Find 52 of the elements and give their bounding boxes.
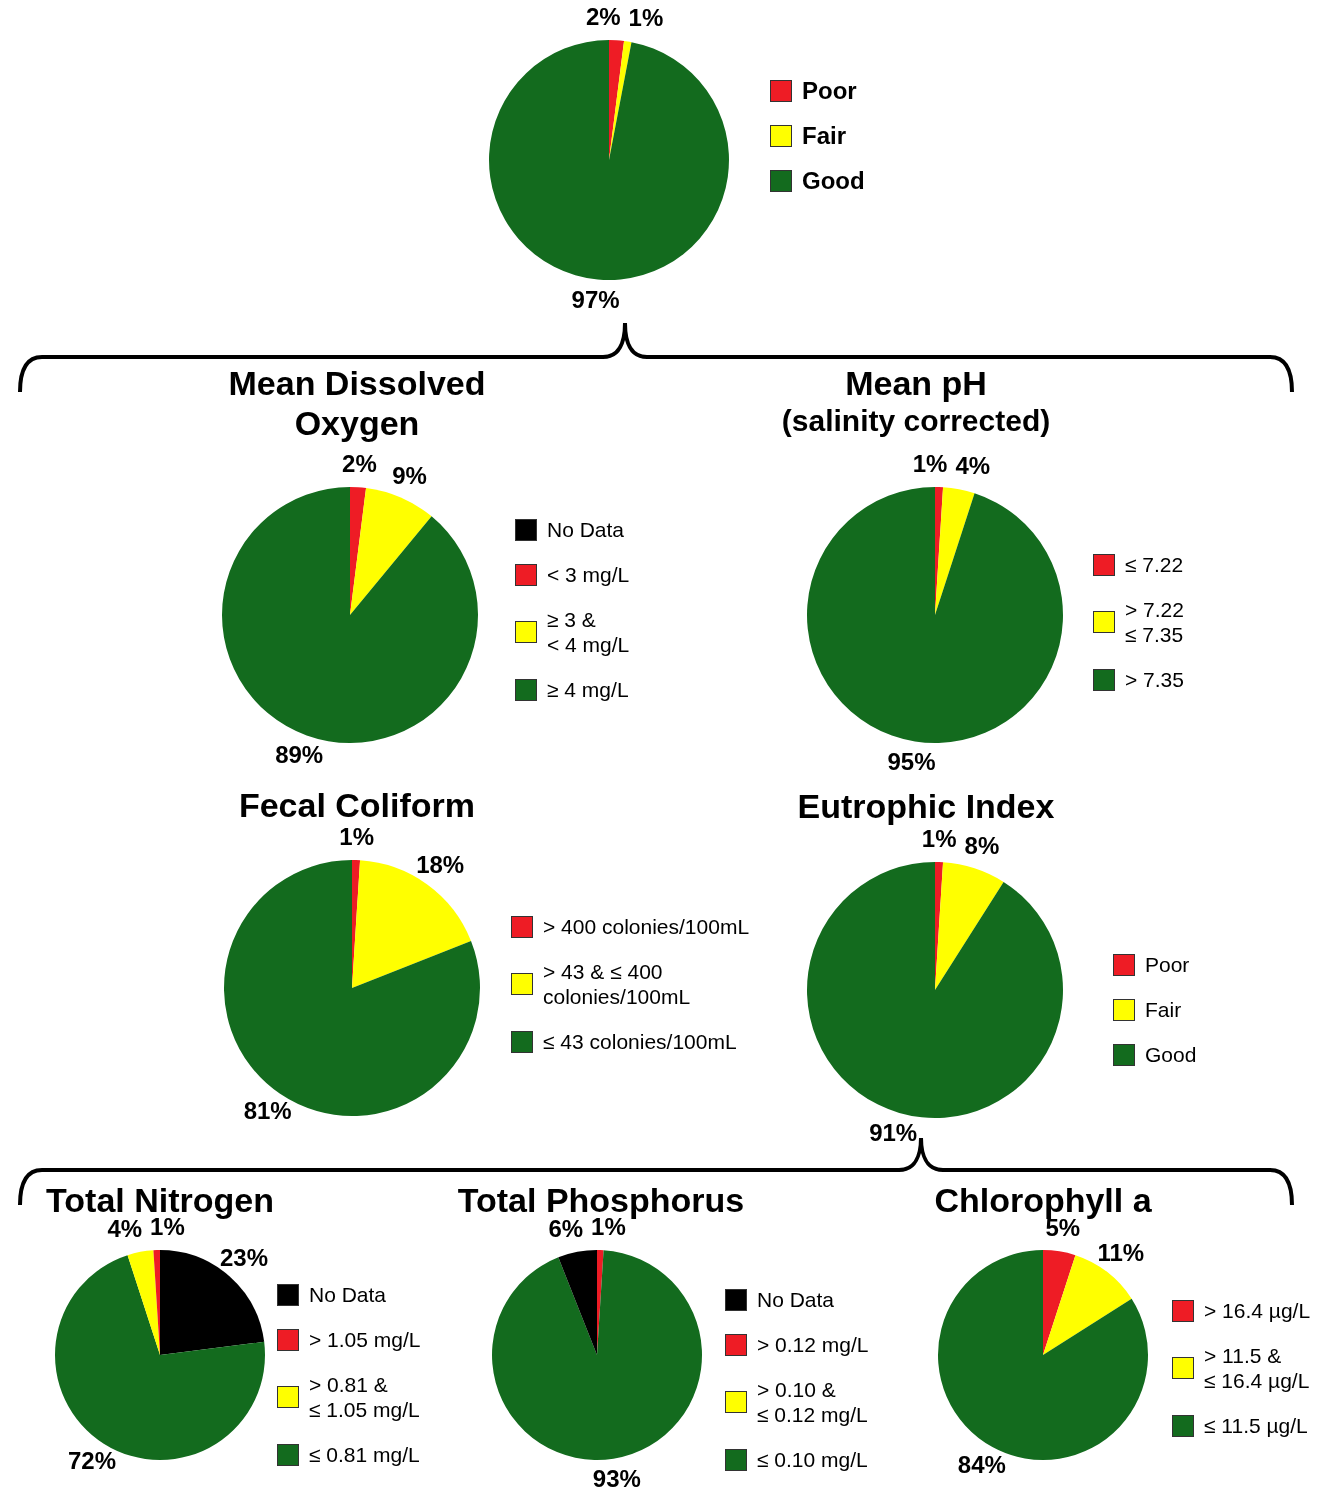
legend-label: Good	[802, 167, 865, 194]
legend-label: > 16.4 µg/L	[1204, 1298, 1311, 1323]
chart-subtitle: (salinity corrected)	[780, 403, 1052, 439]
data-label: 2%	[585, 2, 621, 30]
chart-title: Eutrophic Index	[796, 786, 1056, 826]
legend-label: > 7.22 ≤ 7.35	[1125, 597, 1184, 647]
data-label: 1%	[921, 824, 957, 852]
legend-label: ≥ 4 mg/L	[547, 677, 629, 702]
legend-label: No Data	[547, 517, 625, 542]
legend-label: > 7.35	[1125, 667, 1184, 692]
chart-title: Mean Dissolved Oxygen	[227, 363, 487, 443]
data-label: 1%	[628, 4, 664, 32]
data-label: 72%	[67, 1446, 116, 1474]
legend-label: > 400 colonies/100mL	[543, 914, 750, 939]
data-label: 8%	[964, 831, 1000, 859]
data-label: 84%	[957, 1450, 1006, 1478]
legend-label: < 3 mg/L	[547, 562, 630, 587]
data-label: 1%	[912, 449, 948, 477]
data-label: 4%	[955, 452, 991, 480]
legend-label: > 43 & ≤ 400 colonies/100mL	[543, 959, 691, 1009]
legend-label: Fair	[802, 122, 847, 149]
data-label: 11%	[1097, 1239, 1145, 1267]
legend-label: No Data	[309, 1282, 387, 1307]
legend-label: Good	[1145, 1042, 1197, 1067]
chart-title: Fecal Coliform	[237, 785, 477, 825]
legend-label: ≤ 0.81 mg/L	[309, 1442, 420, 1467]
legend-label: ≥ 3 & < 4 mg/L	[547, 607, 630, 657]
legend-label: ≤ 0.10 mg/L	[757, 1447, 868, 1472]
legend-label: > 1.05 mg/L	[309, 1327, 421, 1352]
legend-label: > 11.5 & ≤ 16.4 µg/L	[1204, 1343, 1310, 1393]
data-label: 91%	[869, 1118, 918, 1146]
legend-label: ≤ 11.5 µg/L	[1204, 1413, 1308, 1438]
data-label: 18%	[416, 851, 465, 879]
chart-title: Mean pH	[844, 363, 988, 403]
legend-label: > 0.81 & ≤ 1.05 mg/L	[309, 1372, 420, 1422]
data-label: 1%	[339, 822, 375, 850]
legend-label: > 0.12 mg/L	[757, 1332, 869, 1357]
legend-label: ≤ 43 colonies/100mL	[543, 1029, 737, 1054]
data-label: 89%	[275, 740, 324, 768]
data-label: 23%	[219, 1244, 269, 1272]
data-label: 9%	[392, 461, 427, 489]
data-label: 93%	[592, 1465, 641, 1493]
legend-label: Poor	[1145, 952, 1190, 977]
legend-label: Poor	[802, 77, 857, 104]
legend-label: Fair	[1145, 997, 1182, 1022]
legend-label: > 0.10 & ≤ 0.12 mg/L	[757, 1377, 868, 1427]
data-label: 81%	[243, 1096, 292, 1124]
data-label: 2%	[342, 449, 377, 477]
legend-label: No Data	[757, 1287, 835, 1312]
legend-label: ≤ 7.22	[1125, 552, 1184, 577]
data-label: 95%	[887, 747, 936, 775]
data-label: 97%	[571, 285, 620, 313]
